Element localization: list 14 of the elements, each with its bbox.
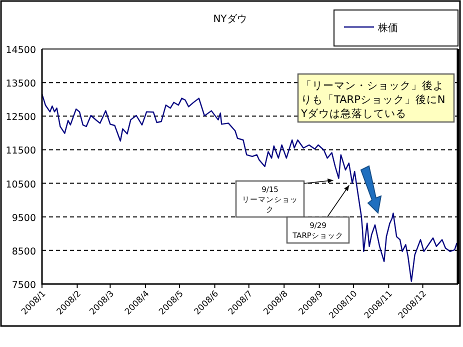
line-series [41,93,458,282]
annotation: 「リーマン・ショック」後よりも「TARPショック」後にNYダウは急落している [297,73,455,123]
y-tick-label: 13500 [6,78,36,90]
legend-label: 株価 [377,22,398,34]
legend: 株価 [334,10,458,46]
chart-title: NYダウ [213,13,247,25]
y-tick-label: 10500 [6,179,36,190]
annotation: 「リーマン・ショック」後よりも「TARPショック」後にNYダウは急落している [300,80,446,120]
y-tick-label: 14500 [6,45,36,56]
y-tick-label: 8500 [12,246,36,258]
y-tick-label: 12500 [6,112,36,124]
y-tick-label: 9500 [12,212,36,224]
y-tick-label: 7500 [12,280,36,291]
y-tick-label: 11500 [6,146,36,157]
